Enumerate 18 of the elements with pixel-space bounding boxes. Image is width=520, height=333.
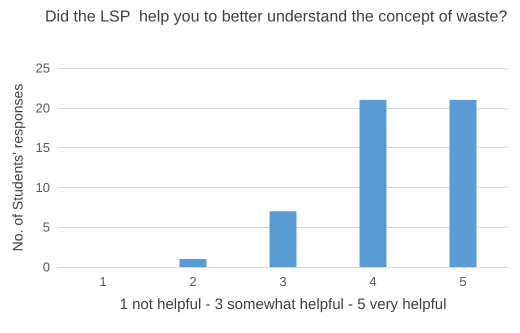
bar: [450, 100, 476, 267]
bar: [270, 211, 296, 267]
y-tick-label: 5: [42, 220, 50, 235]
y-tick-label: 15: [36, 140, 50, 156]
x-tick-label: 3: [279, 274, 287, 289]
y-axis-title: No. of Students' responses: [10, 84, 26, 252]
chart-title: Did the LSP help you to better understand the concept of waste?: [45, 8, 508, 26]
y-tick-label: 10: [36, 180, 50, 195]
y-tick-label: 20: [36, 100, 50, 116]
x-tick-label: 4: [369, 274, 377, 289]
x-tick-label: 1: [99, 274, 107, 289]
bar: [180, 259, 206, 267]
x-tick-label: 5: [459, 274, 467, 289]
y-tick-label: 0: [42, 260, 50, 274]
x-axis-title: 1 not helpful - 3 somewhat helpful - 5 very helpful: [120, 296, 446, 313]
y-tick-label: 25: [36, 60, 50, 76]
bar: [360, 100, 386, 267]
x-tick-label: 2: [189, 274, 197, 289]
